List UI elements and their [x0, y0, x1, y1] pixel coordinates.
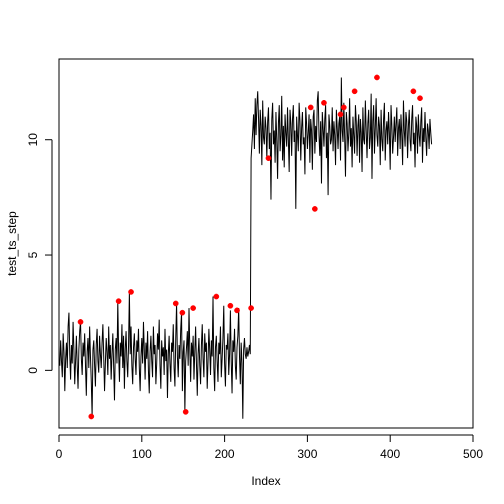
highlight-point: [337, 111, 344, 118]
highlight-point: [321, 99, 327, 106]
highlight-point: [307, 104, 314, 111]
series-layer: [59, 77, 433, 419]
highlight-point: [179, 309, 186, 316]
highlight-point: [213, 293, 220, 300]
highlight-point: [128, 289, 134, 295]
highlight-point: [351, 88, 358, 95]
highlight-point: [248, 305, 254, 311]
highlight-point: [172, 300, 179, 307]
x-tick-label: 500: [463, 447, 483, 461]
highlight-point: [77, 319, 84, 325]
highlight-point: [265, 155, 272, 162]
highlight-point: [190, 305, 196, 311]
y-axis: 0 5 10: [26, 133, 53, 374]
highlight-point: [234, 307, 240, 314]
y-tick-label: 0: [26, 367, 40, 374]
series-line-0: [59, 77, 433, 419]
x-tick-label: 100: [132, 447, 152, 461]
highlight-point: [88, 413, 95, 420]
y-axis-label: test_ts_step: [5, 211, 19, 276]
x-axis: 0 100 200 300 400 500: [56, 434, 483, 461]
highlight-point: [410, 88, 417, 95]
x-tick-label: 200: [215, 447, 235, 461]
plot-frame: [58, 58, 474, 429]
y-tick-label: 5: [26, 251, 40, 258]
highlight-point: [227, 302, 234, 309]
highlight-point: [182, 409, 189, 415]
highlight-point: [417, 95, 423, 102]
highlight-point: [115, 298, 122, 305]
x-axis-label: Index: [251, 474, 280, 488]
x-tick-label: 0: [56, 447, 63, 461]
highlight-points-layer: [77, 74, 423, 420]
x-tick-label: 300: [297, 447, 317, 461]
y-tick-label: 10: [26, 133, 40, 147]
x-tick-label: 400: [380, 447, 400, 461]
highlight-point: [340, 104, 347, 111]
highlight-point: [312, 206, 318, 212]
highlight-point: [374, 74, 380, 81]
